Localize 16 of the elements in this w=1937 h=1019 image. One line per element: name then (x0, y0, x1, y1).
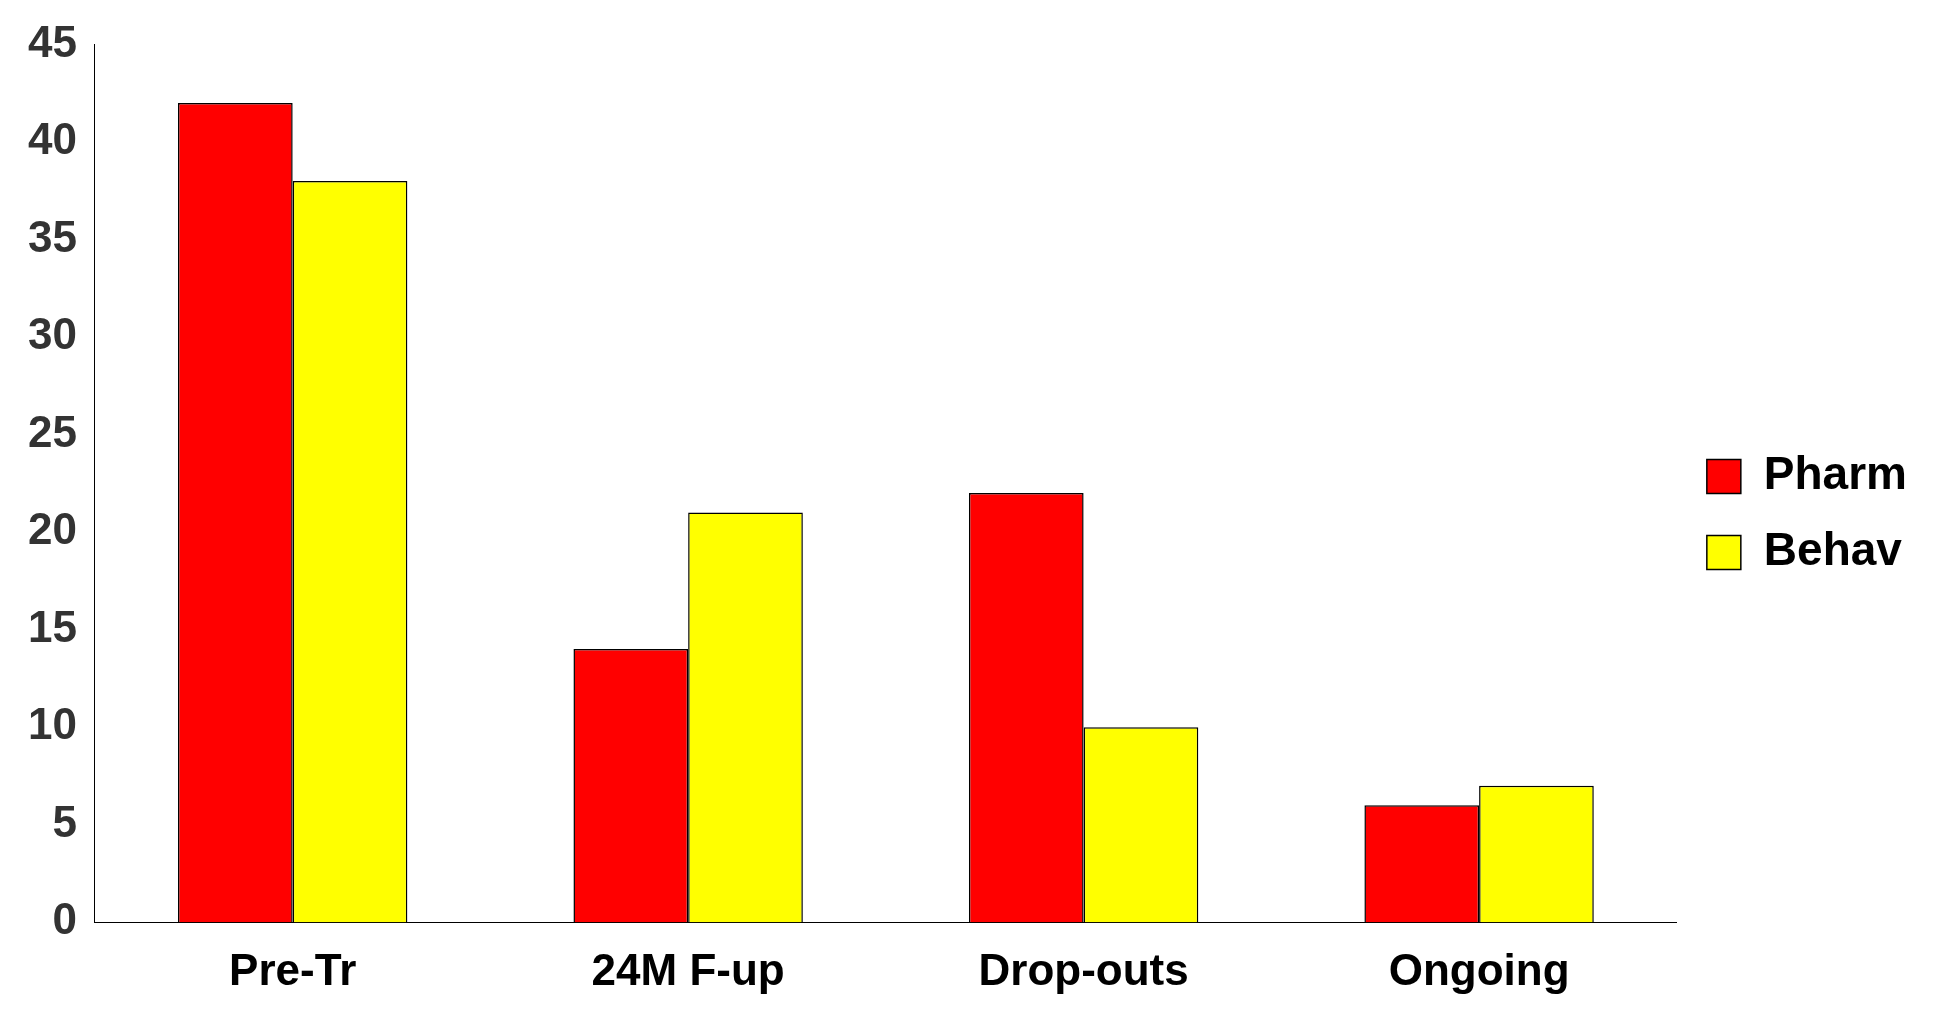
y-tick-label: 25 (27, 406, 77, 456)
x-tick-label: Ongoing (1388, 944, 1570, 994)
y-tick-label: 0 (52, 894, 77, 944)
y-tick-label: 45 (27, 16, 77, 66)
y-tick-label: 5 (52, 796, 77, 846)
y-tick-label: 40 (27, 114, 77, 164)
y-tick-label: 15 (27, 601, 77, 651)
y-tick-label: 10 (27, 699, 77, 749)
y-tick-label: 35 (27, 211, 77, 261)
x-tick-label: Drop-outs (978, 944, 1189, 994)
x-tick-label: 24M F-up (591, 944, 785, 994)
y-tick-label: 20 (27, 504, 77, 554)
legend-label: Pharm (1763, 447, 1908, 500)
y-tick-label: 30 (27, 309, 77, 359)
legend-label: Behav (1763, 523, 1903, 576)
x-tick-label: Pre-Tr (229, 944, 357, 994)
